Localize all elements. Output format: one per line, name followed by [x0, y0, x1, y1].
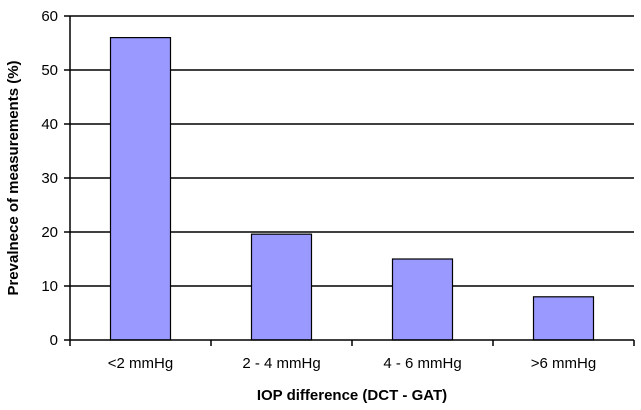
y-tick-label: 50	[41, 62, 58, 79]
axes	[64, 15, 635, 346]
x-tick-label: 4 - 6 mmHg	[383, 355, 461, 372]
y-tick-label: 10	[41, 278, 58, 295]
y-tick-label: 40	[41, 116, 58, 133]
y-tick-labels: 0 10 20 30 40 50 60	[41, 8, 58, 349]
x-tick-label: >6 mmHg	[531, 355, 596, 372]
bar	[250, 233, 313, 341]
y-axis-label: Prevalnece of measurements (%)	[5, 60, 22, 295]
x-tick-label: 2 - 4 mmHg	[242, 355, 320, 372]
y-tick-label: 20	[41, 224, 58, 241]
y-tick-label: 30	[41, 170, 58, 187]
x-axis-label: IOP difference (DCT - GAT)	[257, 387, 447, 404]
bar	[532, 296, 595, 341]
y-tick-label: 60	[41, 8, 58, 25]
x-tick-label: <2 mmHg	[108, 355, 173, 372]
bars-group	[109, 36, 595, 341]
bar	[109, 36, 172, 341]
y-tick-label: 0	[50, 332, 58, 349]
x-tick-labels: <2 mmHg 2 - 4 mmHg 4 - 6 mmHg >6 mmHg	[108, 355, 596, 372]
bar	[391, 258, 454, 341]
